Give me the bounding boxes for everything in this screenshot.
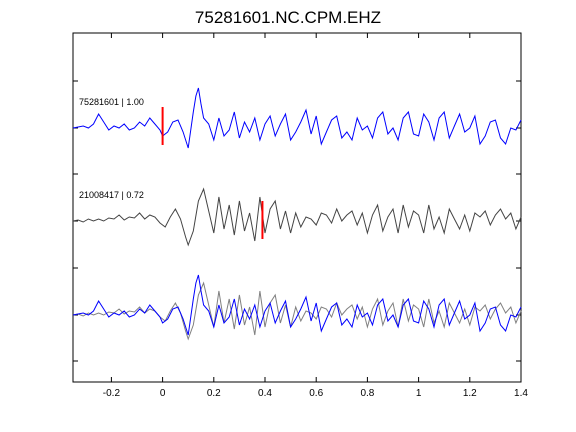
trace-secondary-line	[72, 187, 522, 247]
trace-label-secondary: 21008417 | 0.72	[79, 190, 144, 200]
overlay-secondary-line	[72, 281, 522, 341]
x-tick-label-2: 0.2	[207, 388, 221, 399]
plot-frame	[72, 32, 522, 383]
x-tick-label-1: 0	[160, 388, 166, 399]
x-axis-ticks: -0.2 0 0.2 0.4 0.6 0.8 1 1.2 1.4	[103, 33, 528, 399]
x-tick-label-7: 1.2	[463, 388, 477, 399]
x-tick-label-6: 1	[416, 388, 422, 399]
x-tick-label-4: 0.6	[309, 388, 323, 399]
x-tick-label-0: -0.2	[103, 388, 121, 399]
chart-title: 75281601.NC.CPM.EHZ	[195, 8, 381, 27]
trace-label-primary: 75281601 | 1.00	[79, 97, 144, 107]
traces	[72, 87, 522, 341]
overlay-primary-line	[72, 274, 522, 336]
x-tick-label-5: 0.8	[360, 388, 374, 399]
x-tick-label-3: 0.4	[258, 388, 272, 399]
trace-primary-line	[72, 87, 522, 149]
x-tick-label-8: 1.4	[514, 388, 528, 399]
